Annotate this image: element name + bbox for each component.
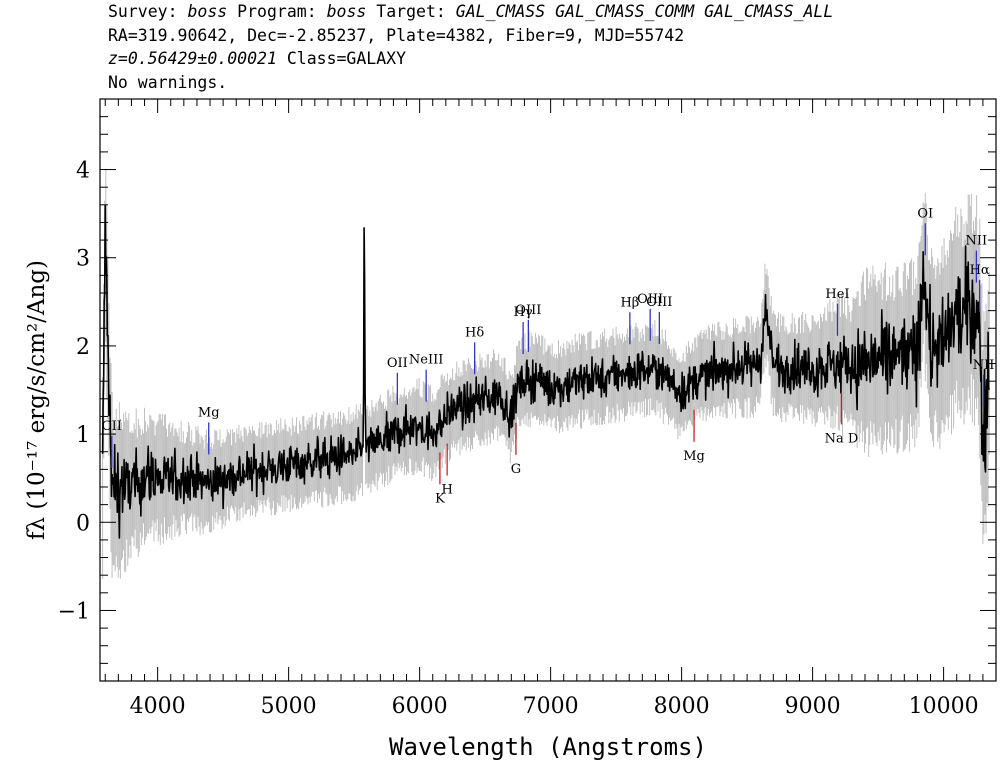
- x-tick-label: 9000: [785, 694, 841, 719]
- plot-frame: [99, 98, 997, 682]
- emission-line-label: NeIII: [409, 353, 443, 368]
- warnings-line: No warnings.: [108, 72, 228, 92]
- emission-line-label: Hγ: [514, 305, 533, 320]
- absorption-line-label: K: [435, 491, 445, 506]
- emission-line-label: OII: [387, 356, 408, 371]
- absorption-line-label: G: [511, 462, 521, 477]
- target-value: GAL_CMASS GAL_CMASS_COMM GAL_CMASS_ALL: [455, 2, 834, 21]
- y-axis-label: fλ (10⁻¹⁷ erg/s/cm²/Ang): [24, 260, 50, 540]
- emission-line-label: OI: [917, 206, 933, 221]
- emission-line-label: NII: [973, 358, 995, 373]
- spectrum-header: Survey: boss Program: boss Target: GAL_C…: [108, 0, 988, 94]
- coords-line: RA=319.90642, Dec=-2.85237, Plate=4382, …: [108, 25, 685, 45]
- absorption-line-label: Na D: [825, 431, 859, 446]
- x-tick-label: 5000: [261, 694, 317, 719]
- y-tick-label: −1: [58, 599, 90, 624]
- class-value: Class=GALAXY: [286, 49, 407, 68]
- survey-label: Survey:: [108, 2, 178, 21]
- emission-line-label: OIII: [515, 303, 541, 318]
- absorption-line-label: Mg: [683, 449, 705, 464]
- y-tick-label: 4: [76, 159, 90, 184]
- emission-line-label: OIII: [637, 292, 663, 307]
- spectrum-line: [101, 204, 990, 539]
- emission-line-label: Hβ: [620, 295, 639, 310]
- emission-line-label: HeI: [825, 287, 849, 302]
- survey-line: Survey: boss Program: boss Target: GAL_C…: [108, 0, 988, 24]
- emission-line-label: Hδ: [465, 325, 484, 340]
- target-label: Target:: [376, 2, 446, 21]
- redshift-line: z=0.56429±0.00021 Class=GALAXY: [108, 47, 988, 71]
- absorption-line-label: H: [441, 483, 452, 498]
- x-tick-label: 7000: [523, 694, 579, 719]
- y-tick-label: 3: [76, 247, 90, 272]
- emission-line-label: Hα: [970, 263, 990, 278]
- program-value: boss: [326, 2, 367, 21]
- y-tick-label: 2: [76, 335, 90, 360]
- program-label: Program:: [237, 2, 317, 21]
- x-tick-label: 6000: [392, 694, 448, 719]
- x-tick-label: 4000: [130, 694, 186, 719]
- emission-line-label: CII: [102, 419, 122, 434]
- x-tick-label: 10000: [909, 694, 979, 719]
- x-tick-label: 8000: [654, 694, 710, 719]
- emission-line-label: NII: [966, 234, 988, 249]
- y-tick-label: 1: [76, 423, 90, 448]
- x-axis-label: Wavelength (Angstroms): [389, 733, 707, 761]
- emission-line-label: Mg: [198, 405, 220, 420]
- redshift-value: z=0.56429±0.00021: [108, 49, 277, 68]
- emission-line-label: OIII: [646, 295, 672, 310]
- survey-value: boss: [187, 2, 228, 21]
- y-tick-label: 0: [76, 511, 90, 536]
